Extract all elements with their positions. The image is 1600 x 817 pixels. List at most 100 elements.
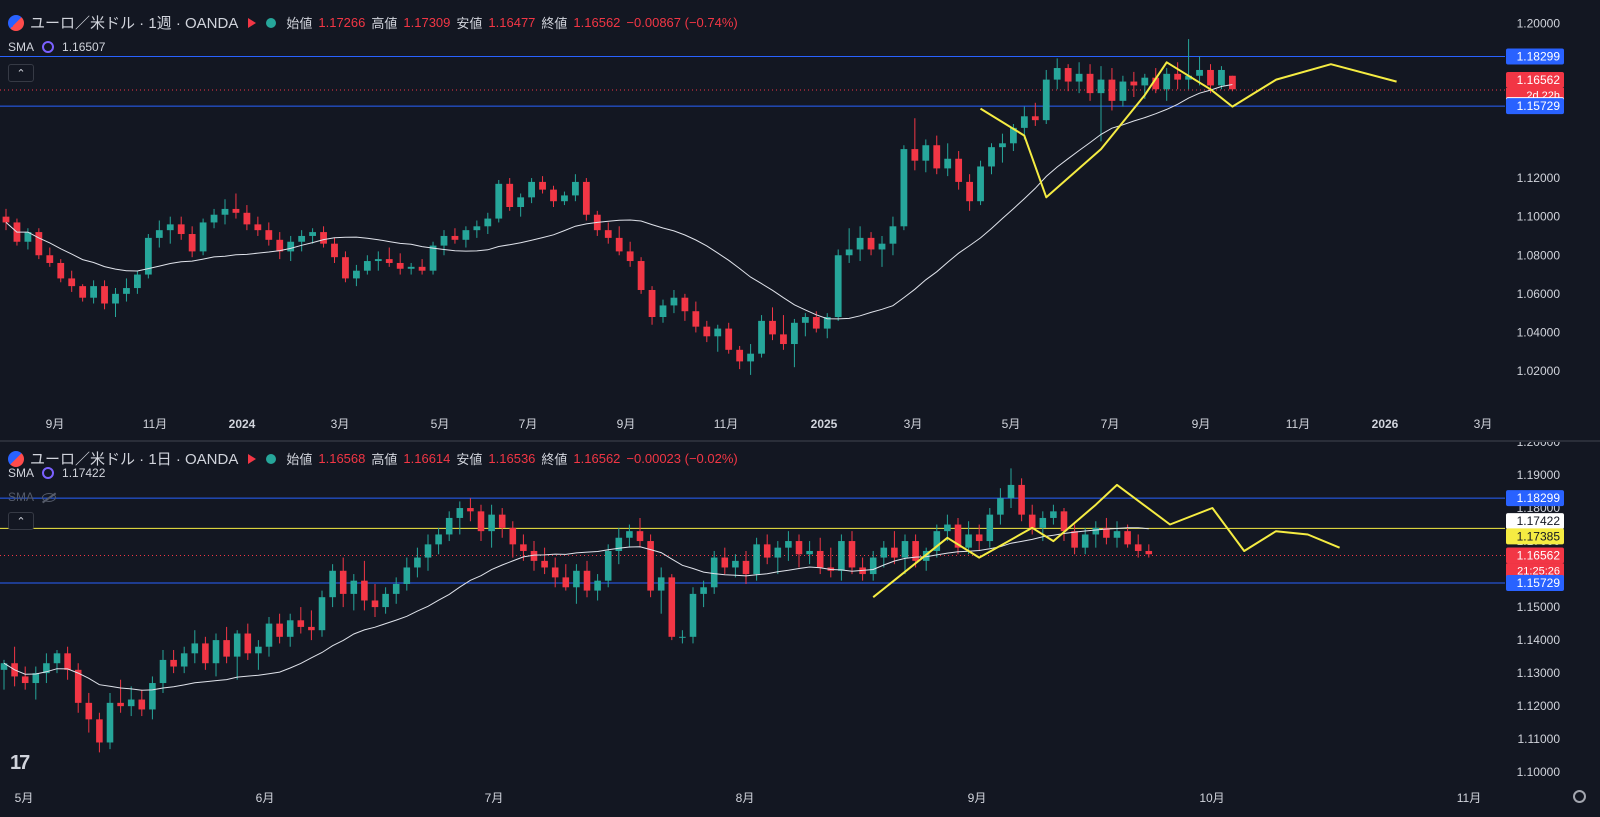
hidden-eye-icon[interactable] [42, 492, 57, 502]
candle-body [1163, 73, 1171, 90]
candle-body [736, 349, 744, 362]
weekly-sma-legend[interactable]: SMA 1.16507 [8, 40, 105, 54]
daily-sma-legend[interactable]: SMA 1.17422 [8, 466, 105, 480]
price-tick-label: 1.20000 [1517, 17, 1561, 31]
candle-body [232, 208, 240, 213]
candle-body [177, 224, 185, 235]
candle-body [440, 235, 448, 246]
candle-body [407, 266, 415, 269]
price-tag-label: 1.17422 [1517, 514, 1561, 528]
low-label: 安値 [456, 452, 483, 467]
gear-icon[interactable] [1573, 790, 1586, 803]
candle-body [46, 255, 54, 263]
time-tick-label: 6月 [256, 791, 275, 805]
candle-body [637, 261, 645, 290]
daily-chart-svg[interactable]: 1.200001.190001.180001.170001.150001.140… [0, 442, 1600, 817]
candle-body [2, 216, 10, 223]
price-tag-red: 1.16562 21:25:26 [1506, 547, 1564, 578]
time-tick-label: 3月 [1474, 417, 1493, 431]
time-tick-label: 5月 [431, 417, 450, 431]
price-tick-label: 1.02000 [1517, 364, 1561, 378]
candle-body [838, 541, 845, 571]
price-tag-label: 1.16562 [1517, 549, 1561, 563]
price-tag-bg [1506, 72, 1564, 89]
candle-body [692, 311, 700, 327]
candle-body [170, 659, 177, 667]
candle-body [1020, 116, 1028, 128]
candle-body [127, 699, 135, 707]
candle-body [0, 663, 8, 670]
candle-body [1075, 73, 1083, 82]
pane-separator[interactable] [0, 440, 1600, 442]
candle-body [986, 514, 994, 542]
candle-body [725, 328, 733, 350]
candle-body [1103, 527, 1110, 538]
candle-body [418, 266, 426, 271]
candle-body [477, 511, 485, 532]
candle-body [374, 259, 382, 262]
price-tag-bg [1506, 513, 1564, 530]
candle-body [1028, 514, 1036, 528]
sma-indicator-icon [42, 467, 55, 479]
sma2-label: SMA [8, 490, 35, 504]
candle-body [85, 702, 93, 720]
candle-body [1031, 116, 1039, 121]
candle-body [451, 235, 459, 240]
time-tick-label: 2026 [1372, 417, 1399, 431]
candle-body [812, 317, 820, 329]
time-tick-label: 2024 [229, 417, 256, 431]
high-value: 1.16614 [403, 451, 451, 466]
candle-body [573, 570, 580, 588]
daily-chart-pane[interactable]: 1.200001.190001.180001.170001.150001.140… [0, 442, 1600, 817]
candle-body [1124, 531, 1131, 545]
candle-body [806, 550, 813, 555]
candle-body [68, 278, 76, 287]
candle-body [659, 305, 667, 318]
candle-body [123, 288, 130, 294]
candle-body [159, 659, 167, 684]
candle-body [551, 567, 559, 578]
time-tick-label: 11月 [1457, 791, 1481, 805]
candle-body [180, 653, 188, 667]
candle-body [845, 249, 853, 256]
price-tick-label: 1.12000 [1517, 171, 1561, 185]
sma-indicator-icon [42, 41, 55, 53]
price-tag-bg [1506, 528, 1564, 545]
daily-symbol-title[interactable]: ユーロ／米ドル · 1日 · OANDA [30, 451, 239, 468]
price-tag-label: 1.18299 [1517, 491, 1561, 505]
candle-body [488, 514, 495, 532]
weekly-symbol-title[interactable]: ユーロ／米ドル · 1週 · OANDA [30, 15, 239, 32]
candle-body [276, 239, 284, 252]
weekly-chart-pane[interactable]: 1.20000 1.12000 1.10000 1.08000 1.06000 1.040… [0, 0, 1600, 440]
candle-body [101, 286, 108, 304]
candle-body [999, 143, 1006, 148]
daily-legend: ユーロ／米ドル · 1日 · OANDA 始値 1.16568 高値 1.16614… [8, 448, 738, 469]
weekly-chart-svg[interactable]: 1.20000 1.12000 1.10000 1.08000 1.06000 1.040… [0, 0, 1600, 440]
flag-marker-icon[interactable] [248, 453, 257, 464]
sma-line [5, 84, 1233, 320]
candle-body [922, 145, 930, 161]
candle-body [834, 255, 842, 318]
price-tag-bg [1506, 575, 1564, 592]
low-label: 安値 [456, 16, 483, 31]
flag-marker-icon[interactable] [248, 17, 257, 28]
candle-body [933, 145, 941, 169]
candle-body [582, 181, 590, 215]
candle-body [1145, 550, 1153, 555]
close-label: 終値 [541, 16, 568, 31]
candle-body [43, 663, 50, 674]
candle-body [396, 262, 404, 269]
price-tick-label: 1.20000 [1517, 442, 1561, 449]
candle-body [965, 534, 972, 548]
candle-body [138, 699, 146, 710]
candle-body [530, 550, 538, 561]
daily-sma2-legend[interactable]: SMA [8, 490, 57, 504]
candle-body [785, 541, 792, 548]
candle-body [911, 149, 919, 161]
candle-body [955, 158, 963, 182]
price-tick-label: 1.15000 [1517, 600, 1561, 614]
collapse-legend-button[interactable]: ⌃ [8, 64, 34, 82]
candle-body [1119, 81, 1127, 101]
collapse-legend-button[interactable]: ⌃ [8, 512, 34, 530]
candle-body [32, 673, 40, 684]
